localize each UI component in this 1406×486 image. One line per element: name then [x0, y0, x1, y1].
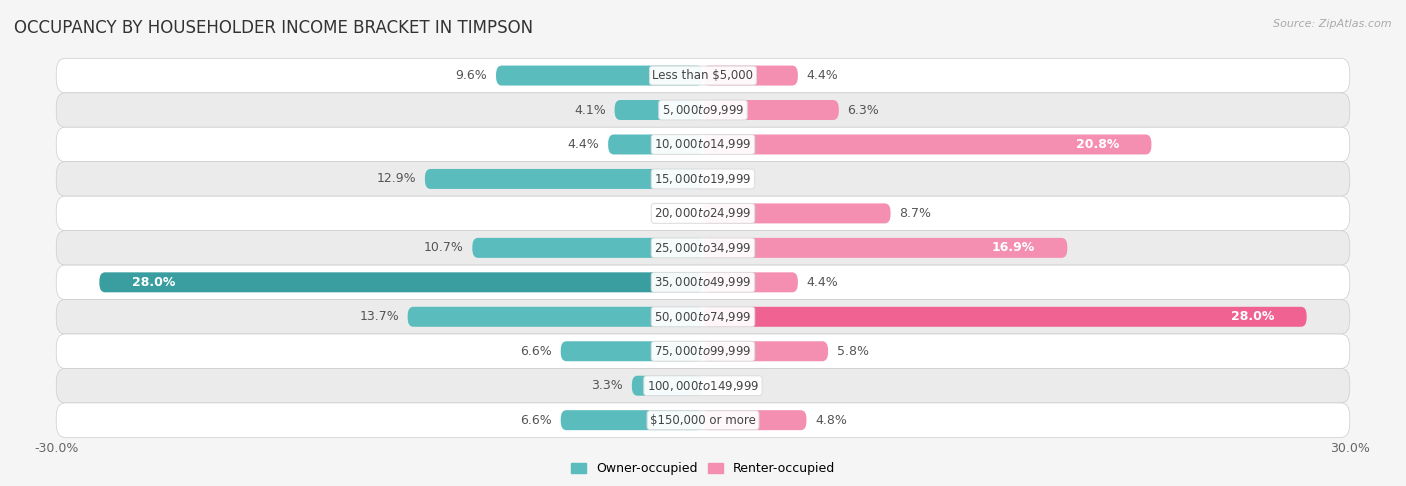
Text: $10,000 to $14,999: $10,000 to $14,999: [654, 138, 752, 152]
FancyBboxPatch shape: [56, 334, 1350, 368]
Text: 13.7%: 13.7%: [360, 310, 399, 323]
FancyBboxPatch shape: [56, 265, 1350, 299]
Text: 0.0%: 0.0%: [714, 379, 745, 392]
FancyBboxPatch shape: [561, 410, 703, 430]
FancyBboxPatch shape: [56, 93, 1350, 127]
Text: 10.7%: 10.7%: [423, 242, 464, 254]
Text: $15,000 to $19,999: $15,000 to $19,999: [654, 172, 752, 186]
Text: 3.3%: 3.3%: [592, 379, 623, 392]
FancyBboxPatch shape: [703, 238, 1067, 258]
Text: $100,000 to $149,999: $100,000 to $149,999: [647, 379, 759, 393]
FancyBboxPatch shape: [631, 376, 703, 396]
FancyBboxPatch shape: [561, 341, 703, 361]
Text: 6.6%: 6.6%: [520, 414, 553, 427]
Text: $5,000 to $9,999: $5,000 to $9,999: [662, 103, 744, 117]
Text: $75,000 to $99,999: $75,000 to $99,999: [654, 344, 752, 358]
FancyBboxPatch shape: [609, 135, 703, 155]
FancyBboxPatch shape: [703, 135, 1152, 155]
Text: $25,000 to $34,999: $25,000 to $34,999: [654, 241, 752, 255]
Text: 4.4%: 4.4%: [807, 276, 838, 289]
Text: 0.0%: 0.0%: [714, 173, 745, 186]
Text: 20.8%: 20.8%: [1076, 138, 1119, 151]
Text: 4.4%: 4.4%: [807, 69, 838, 82]
FancyBboxPatch shape: [496, 66, 703, 86]
Text: Less than $5,000: Less than $5,000: [652, 69, 754, 82]
Legend: Owner-occupied, Renter-occupied: Owner-occupied, Renter-occupied: [567, 457, 839, 481]
FancyBboxPatch shape: [56, 299, 1350, 334]
FancyBboxPatch shape: [703, 307, 1306, 327]
Text: 4.8%: 4.8%: [815, 414, 846, 427]
FancyBboxPatch shape: [703, 341, 828, 361]
FancyBboxPatch shape: [703, 410, 807, 430]
FancyBboxPatch shape: [425, 169, 703, 189]
FancyBboxPatch shape: [56, 231, 1350, 265]
Text: 28.0%: 28.0%: [132, 276, 176, 289]
FancyBboxPatch shape: [56, 403, 1350, 437]
FancyBboxPatch shape: [614, 100, 703, 120]
FancyBboxPatch shape: [703, 272, 797, 292]
Text: OCCUPANCY BY HOUSEHOLDER INCOME BRACKET IN TIMPSON: OCCUPANCY BY HOUSEHOLDER INCOME BRACKET …: [14, 19, 533, 37]
Text: $50,000 to $74,999: $50,000 to $74,999: [654, 310, 752, 324]
FancyBboxPatch shape: [56, 368, 1350, 403]
FancyBboxPatch shape: [56, 58, 1350, 93]
Text: 4.4%: 4.4%: [568, 138, 599, 151]
FancyBboxPatch shape: [100, 272, 703, 292]
FancyBboxPatch shape: [408, 307, 703, 327]
FancyBboxPatch shape: [703, 204, 890, 224]
Text: 5.8%: 5.8%: [837, 345, 869, 358]
Text: 16.9%: 16.9%: [991, 242, 1035, 254]
Text: 6.6%: 6.6%: [520, 345, 553, 358]
FancyBboxPatch shape: [56, 196, 1350, 231]
Text: 4.1%: 4.1%: [574, 104, 606, 117]
Text: 6.3%: 6.3%: [848, 104, 879, 117]
Text: 0.0%: 0.0%: [661, 207, 692, 220]
FancyBboxPatch shape: [703, 66, 797, 86]
Text: $20,000 to $24,999: $20,000 to $24,999: [654, 207, 752, 220]
FancyBboxPatch shape: [56, 127, 1350, 162]
FancyBboxPatch shape: [472, 238, 703, 258]
Text: 12.9%: 12.9%: [377, 173, 416, 186]
Text: 8.7%: 8.7%: [900, 207, 931, 220]
Text: 28.0%: 28.0%: [1230, 310, 1274, 323]
FancyBboxPatch shape: [56, 162, 1350, 196]
Text: 9.6%: 9.6%: [456, 69, 488, 82]
Text: $35,000 to $49,999: $35,000 to $49,999: [654, 276, 752, 289]
Text: $150,000 or more: $150,000 or more: [650, 414, 756, 427]
Text: Source: ZipAtlas.com: Source: ZipAtlas.com: [1274, 19, 1392, 30]
FancyBboxPatch shape: [703, 100, 839, 120]
